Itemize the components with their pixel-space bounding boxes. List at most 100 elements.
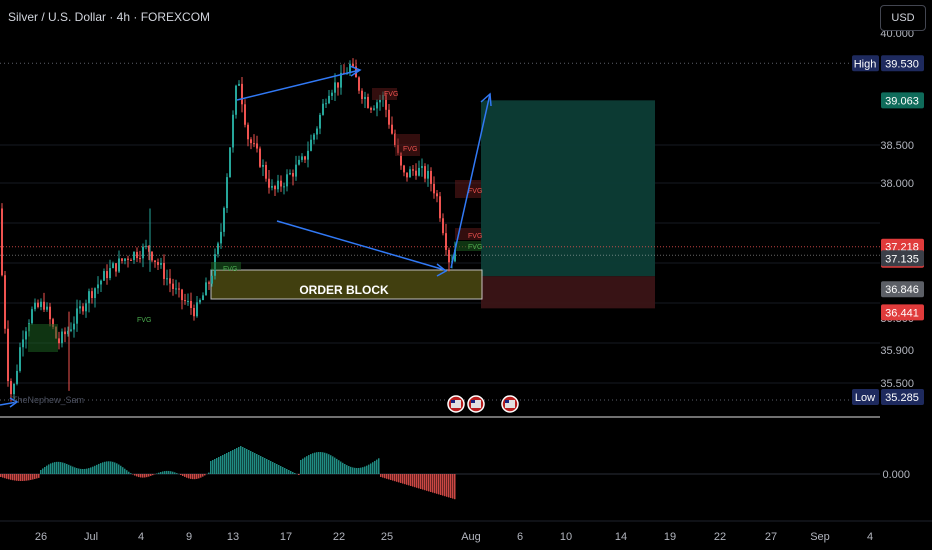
oscillator-bar	[412, 474, 414, 487]
candle-body	[331, 92, 333, 96]
us-flag-icon[interactable]	[447, 395, 465, 413]
oscillator-bar	[176, 473, 178, 474]
oscillator-bar	[440, 474, 442, 495]
price-tick-label: 38.500	[880, 140, 914, 152]
oscillator-bar	[2, 474, 4, 478]
candle-body	[85, 303, 87, 312]
oscillator-bar	[164, 471, 166, 474]
oscillator-bar	[430, 474, 432, 492]
oscillator-bar	[294, 473, 296, 474]
oscillator-bar	[168, 470, 170, 474]
us-flag-icon[interactable]	[501, 395, 519, 413]
time-tick-label: 17	[280, 531, 292, 543]
oscillator-bar	[102, 462, 104, 474]
oscillator-bar	[380, 474, 382, 477]
oscillator-bar	[352, 467, 354, 474]
candle-body	[259, 148, 261, 167]
candle-body	[421, 166, 423, 168]
candle-body	[136, 251, 138, 259]
oscillator-bar	[192, 474, 194, 480]
candle-body	[283, 186, 285, 188]
oscillator-bar	[434, 474, 436, 494]
fvg-label: FVG	[468, 188, 482, 195]
oscillator-bar	[268, 460, 270, 474]
price-label: 36.441	[881, 304, 924, 321]
symbol-title: Silver / U.S. Dollar · 4h · FOREXCOM	[8, 10, 211, 24]
oscillator-bar	[336, 458, 338, 474]
oscillator-bar	[356, 467, 358, 474]
oscillator-bar	[308, 455, 310, 474]
price-label-value: 39.063	[885, 95, 919, 107]
time-tick-label: 27	[765, 531, 777, 543]
oscillator-bar	[416, 474, 418, 488]
candle-body	[292, 173, 294, 177]
oscillator-bar	[414, 474, 416, 488]
candle-body	[10, 381, 12, 395]
candle-body	[367, 96, 369, 109]
oscillator-bar	[64, 463, 66, 474]
oscillator-bar	[24, 474, 26, 481]
candle-body	[133, 251, 135, 261]
fvg-zone	[28, 324, 58, 352]
oscillator-bar	[128, 471, 130, 474]
oscillator-bar	[274, 463, 276, 474]
oscillator-bar	[366, 465, 368, 474]
oscillator-bar	[420, 474, 422, 489]
oscillator-bar	[88, 468, 90, 474]
candle-body	[313, 134, 315, 140]
oscillator-bar	[346, 465, 348, 474]
oscillator-bar	[438, 474, 440, 495]
fvg-label: FVG	[384, 91, 398, 98]
candle-body	[415, 170, 417, 176]
candle-body	[439, 196, 441, 219]
oscillator-bar	[266, 459, 268, 474]
oscillator-bar	[148, 474, 150, 477]
oscillator-bar	[110, 461, 112, 474]
oscillator-bar	[22, 474, 24, 481]
oscillator-bar	[378, 458, 380, 474]
candle-body	[7, 328, 9, 382]
oscillator-bar	[424, 474, 426, 491]
price-label: 36.846	[881, 281, 924, 298]
candle-body	[226, 177, 228, 209]
candle-body	[232, 114, 234, 148]
oscillator-bar	[248, 450, 250, 474]
time-tick-label: Jul	[84, 531, 98, 543]
time-tick-label: Sep	[810, 531, 830, 543]
oscillator-bar	[344, 464, 346, 474]
oscillator-bar	[388, 474, 390, 480]
candle-body	[184, 300, 186, 302]
oscillator-bar	[288, 470, 290, 474]
candle-body	[319, 114, 321, 129]
candle-body	[205, 282, 207, 296]
time-tick-label: 26	[35, 531, 47, 543]
oscillator-bar	[312, 453, 314, 474]
candle-body	[379, 99, 381, 103]
oscillator-bar	[210, 461, 212, 474]
candle-body	[268, 178, 270, 188]
oscillator-bar	[260, 456, 262, 474]
oscillator-bar	[160, 471, 162, 474]
candle-body	[103, 271, 105, 281]
candle-body	[76, 308, 78, 324]
oscillator-bar	[330, 455, 332, 474]
trend-line	[450, 93, 491, 269]
oscillator-bar	[278, 465, 280, 474]
currency-button[interactable]: USD	[880, 5, 926, 31]
oscillator-bar	[328, 454, 330, 474]
fvg-label: FVG	[468, 244, 482, 251]
candle-body	[172, 283, 174, 290]
candle-body	[247, 124, 249, 140]
us-flag-icon[interactable]	[467, 395, 485, 413]
oscillator-bar	[114, 462, 116, 474]
oscillator-bar	[34, 474, 36, 480]
oscillator-bar	[300, 460, 302, 474]
candle-body	[112, 263, 114, 269]
order-block-zone	[210, 269, 483, 300]
time-tick-label: 9	[186, 531, 192, 543]
fvg-zone	[372, 88, 397, 100]
oscillator-bar	[150, 474, 152, 476]
oscillator-bar	[6, 474, 8, 479]
oscillator-bar	[276, 464, 278, 474]
